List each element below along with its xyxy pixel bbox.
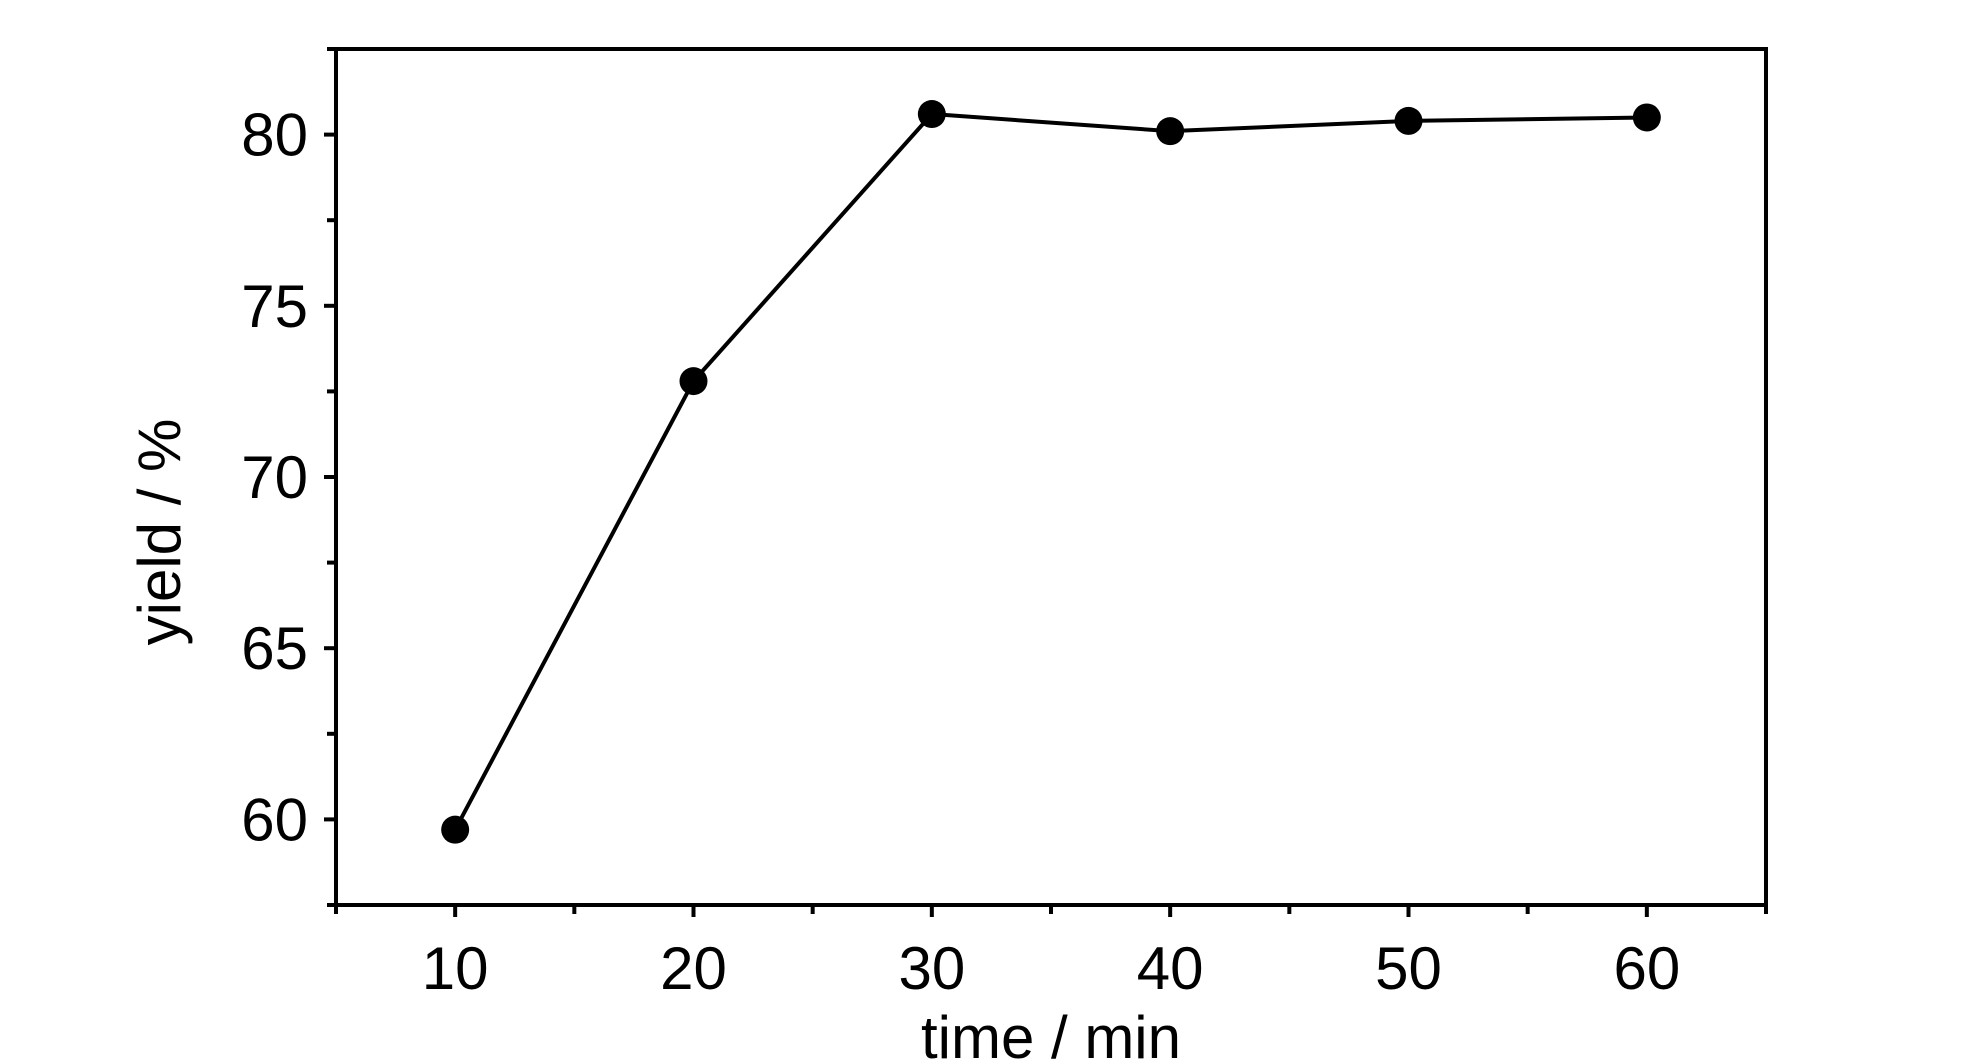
x-tick-label: 30 bbox=[898, 935, 965, 1002]
y-axis-label: yield / % bbox=[126, 419, 193, 646]
y-tick-label: 75 bbox=[241, 273, 308, 340]
series-line-segment bbox=[1170, 118, 1409, 134]
data-point bbox=[679, 367, 708, 396]
plot-frame bbox=[334, 47, 1768, 907]
data-point bbox=[1632, 103, 1661, 132]
x-tick-label: 40 bbox=[1137, 935, 1204, 1002]
x-tick-label: 50 bbox=[1375, 935, 1442, 1002]
data-point bbox=[917, 100, 946, 129]
x-axis-ticks bbox=[334, 905, 1768, 917]
y-tick-label: 70 bbox=[241, 444, 308, 511]
x-axis-tick-labels: 10 20 30 40 50 60 bbox=[422, 935, 1680, 1002]
y-tick-label: 60 bbox=[241, 786, 308, 853]
x-tick-label: 20 bbox=[660, 935, 727, 1002]
series-line-segment bbox=[1408, 115, 1647, 123]
series-line-segment bbox=[931, 112, 1171, 134]
x-tick-label: 10 bbox=[422, 935, 489, 1002]
x-axis-label: time / min bbox=[921, 1004, 1181, 1062]
y-axis-ticks bbox=[324, 47, 336, 907]
x-tick-label: 60 bbox=[1613, 935, 1680, 1002]
series-line-segment bbox=[692, 112, 934, 383]
y-axis-tick-labels: 60 65 70 75 80 bbox=[241, 102, 308, 854]
y-tick-label: 65 bbox=[241, 615, 308, 682]
data-point bbox=[1394, 106, 1423, 135]
series-lines bbox=[453, 112, 1647, 831]
series-points bbox=[441, 100, 1661, 844]
series-line-segment bbox=[453, 380, 696, 831]
y-tick-label: 80 bbox=[241, 102, 308, 169]
data-point bbox=[441, 815, 470, 844]
data-point bbox=[1156, 117, 1185, 146]
